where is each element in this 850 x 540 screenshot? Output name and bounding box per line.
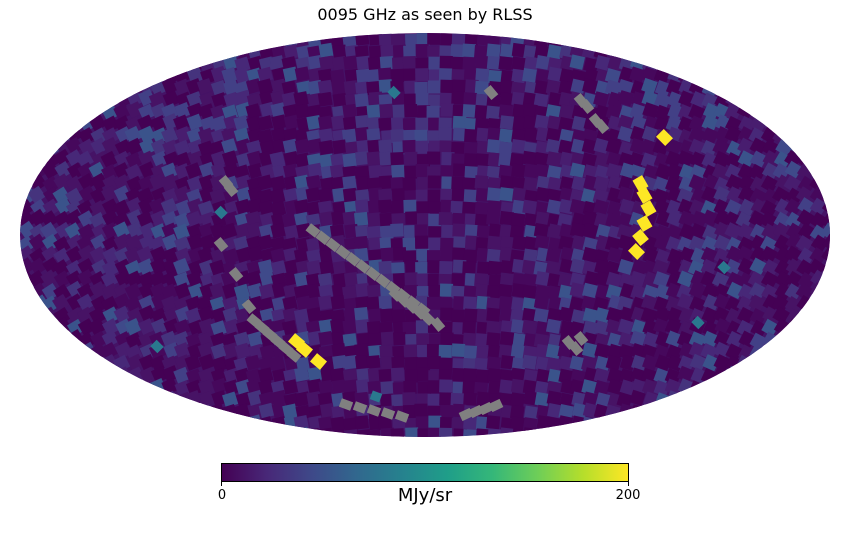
medium-source-pixel xyxy=(214,205,228,220)
masked-pixel xyxy=(325,237,341,253)
masked-pixel xyxy=(352,401,368,414)
masked-pixel xyxy=(355,259,371,274)
masked-pixel xyxy=(483,85,499,100)
map-title: 0095 GHz as seen by RLSS xyxy=(317,5,533,24)
medium-source-pixel xyxy=(369,390,383,403)
bright-source-pixel xyxy=(632,228,649,247)
medium-source-pixel xyxy=(387,85,401,100)
medium-source-pixel xyxy=(691,315,705,330)
masked-pixel xyxy=(223,182,239,197)
colorbar-max-tick xyxy=(628,482,629,486)
bright-source-pixel xyxy=(656,129,673,146)
masked-pixel xyxy=(573,331,589,346)
colorbar-unit-label: MJy/sr xyxy=(397,485,453,506)
masked-pixel xyxy=(394,410,410,423)
medium-source-pixel xyxy=(150,339,164,354)
masked-pixel xyxy=(345,252,361,267)
bright-source-pixel xyxy=(636,187,653,204)
sky-pixels xyxy=(20,33,830,437)
colorbar-min-label: 0 xyxy=(217,488,227,503)
masked-pixel xyxy=(286,348,302,363)
colorbar-min-tick xyxy=(221,482,222,486)
bright-source-pixel xyxy=(640,200,657,217)
colorbar-max-label: 200 xyxy=(615,488,641,503)
masked-pixel xyxy=(375,273,391,289)
masked-pixel xyxy=(594,119,610,134)
masked-pixel xyxy=(430,317,446,332)
medium-source-pixel xyxy=(717,260,731,275)
masked-pixel xyxy=(338,398,354,411)
masked-pixel xyxy=(488,398,504,413)
masked-pixel xyxy=(228,267,244,282)
masked-pixel xyxy=(366,404,382,417)
masked-pixel xyxy=(579,99,595,114)
masked-pixel xyxy=(568,341,584,356)
masked-pixel xyxy=(305,223,321,238)
masked-pixel xyxy=(213,237,229,252)
masked-pixel xyxy=(315,230,331,245)
masked-pixel xyxy=(241,299,257,314)
masked-pixel xyxy=(380,407,396,420)
bright-source-pixel xyxy=(628,243,645,260)
bright-source-pixel xyxy=(295,341,314,358)
bright-source-pixel xyxy=(309,353,328,370)
colorbar xyxy=(221,463,629,482)
bright-source-pixel xyxy=(636,215,653,232)
bright-source-pixel xyxy=(632,175,649,192)
masked-pixel xyxy=(335,244,351,260)
masked-pixel xyxy=(365,266,381,281)
